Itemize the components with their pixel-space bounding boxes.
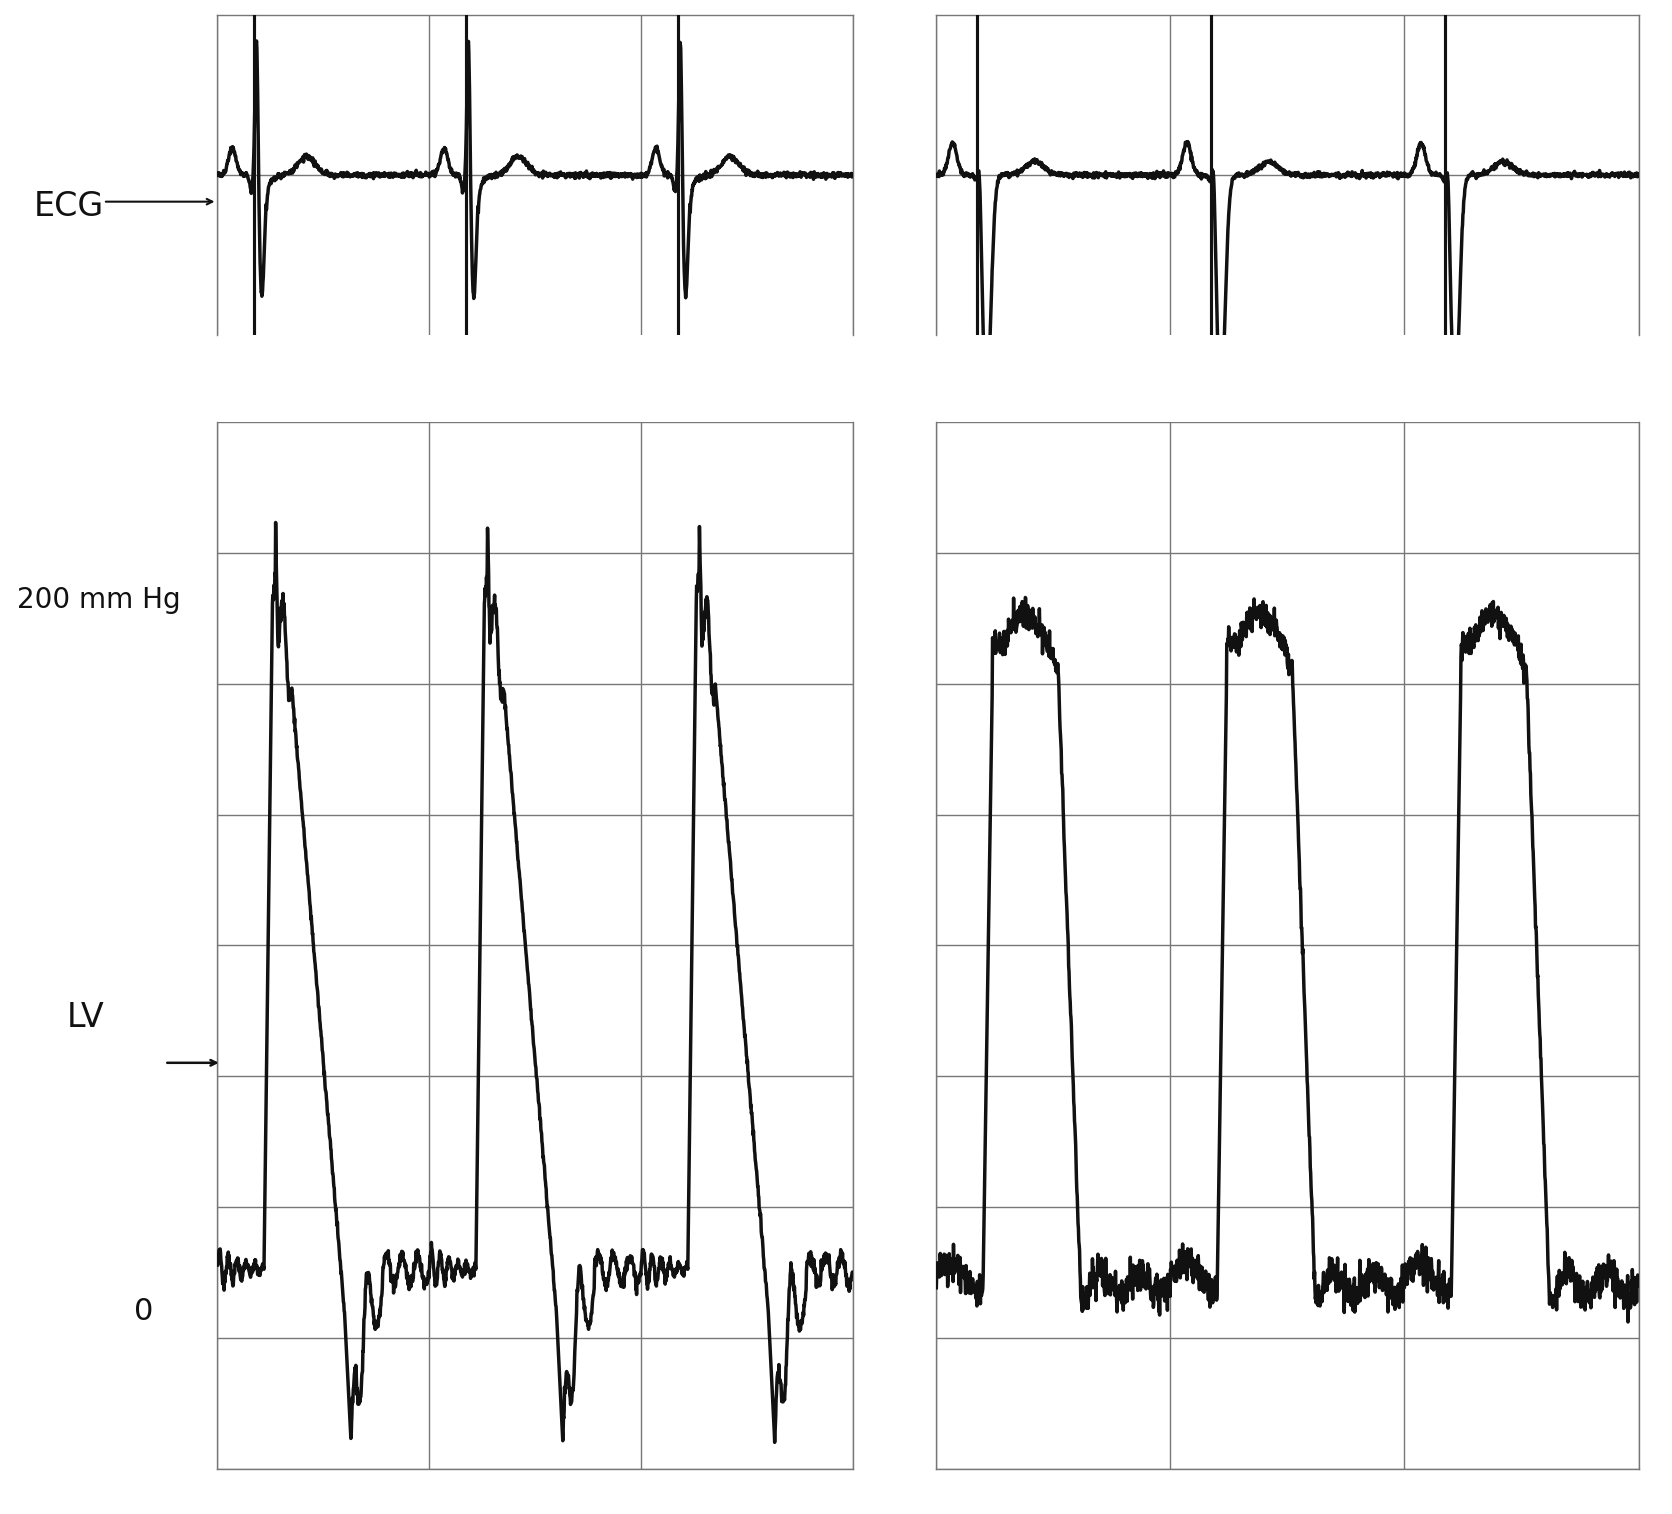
Text: 0: 0 — [134, 1297, 154, 1326]
Text: 200 mm Hg: 200 mm Hg — [17, 586, 181, 615]
Text: LV: LV — [67, 1001, 105, 1034]
Text: ECG: ECG — [33, 191, 104, 224]
